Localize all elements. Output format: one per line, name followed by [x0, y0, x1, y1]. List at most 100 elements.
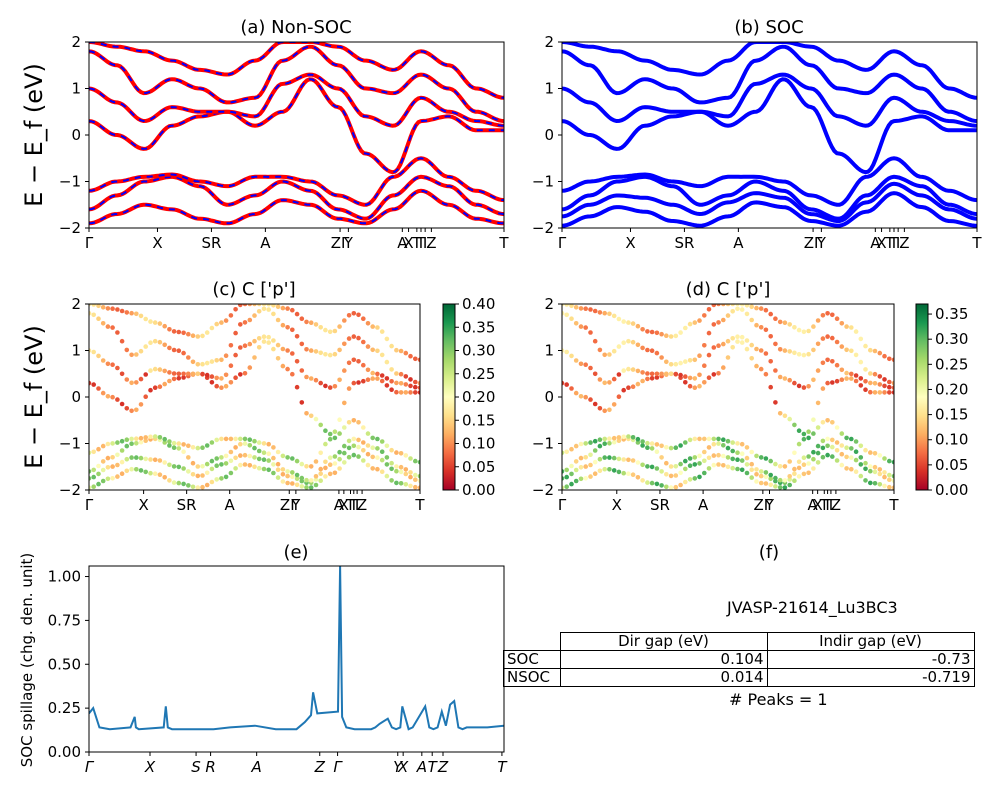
scatter-point — [238, 322, 243, 327]
x-tick-label: A — [251, 758, 262, 776]
scatter-point — [683, 458, 688, 464]
scatter-point — [356, 335, 361, 341]
scatter-point — [91, 382, 96, 387]
scatter-point — [379, 352, 385, 358]
scatter-point — [219, 455, 224, 460]
scatter-point — [327, 431, 333, 437]
scatter-point — [687, 477, 693, 482]
plot-frame — [561, 41, 978, 229]
scatter-point — [839, 443, 845, 448]
scatter-point — [839, 462, 845, 468]
scatter-point — [304, 485, 309, 490]
scatter-point — [891, 390, 894, 395]
scatter-point — [96, 316, 101, 322]
scatter-point — [119, 448, 125, 453]
scatter-point — [583, 476, 588, 481]
colorbar-tick-label: 0.00 — [462, 481, 495, 499]
scatter-point — [607, 436, 612, 442]
scatter-point — [351, 443, 357, 449]
scatter-point — [171, 371, 177, 376]
scatter-point — [562, 380, 565, 386]
scatter-point — [649, 480, 655, 486]
scatter-point — [275, 356, 281, 361]
scatter-point — [806, 384, 811, 389]
scatter-point — [607, 441, 612, 446]
scatter-point — [162, 440, 167, 445]
scatter-point — [134, 352, 139, 357]
scatter-point — [640, 443, 645, 448]
scatter-point — [318, 478, 324, 484]
scatter-point — [100, 321, 106, 326]
scatter-point — [664, 371, 669, 377]
scatter-point — [702, 343, 707, 348]
scatter-point — [389, 466, 394, 472]
scatter-point — [379, 373, 385, 378]
scatter-point — [697, 318, 702, 323]
scatter-point — [294, 359, 300, 364]
scatter-point — [228, 449, 234, 455]
scatter-point — [735, 304, 740, 307]
x-tick-label: T — [348, 496, 359, 514]
scatter-point — [739, 451, 745, 457]
scatter-point — [782, 413, 788, 419]
scatter-point — [327, 436, 333, 442]
scatter-point — [564, 304, 569, 307]
scatter-point — [573, 390, 579, 396]
scatter-point — [754, 322, 759, 328]
scatter-point — [370, 347, 376, 353]
scatter-point — [186, 331, 191, 337]
scatter-point — [815, 443, 821, 449]
scatter-point — [176, 480, 182, 486]
scatter-point — [327, 455, 333, 461]
scatter-point — [129, 441, 134, 447]
scatter-point — [96, 463, 101, 469]
x-tick-label: Γ — [558, 234, 567, 252]
scatter-point — [238, 462, 243, 468]
scatter-point — [706, 330, 712, 336]
scatter-point — [223, 474, 229, 480]
scatter-point — [773, 316, 778, 322]
scatter-point — [129, 466, 134, 472]
scatter-point — [787, 474, 792, 479]
scatter-point — [882, 390, 887, 395]
scatter-point — [616, 456, 622, 462]
scatter-point — [673, 484, 679, 490]
scatter-point — [100, 459, 106, 464]
scatter-point — [868, 389, 873, 395]
scatter-point — [673, 473, 679, 478]
scatter-point — [830, 359, 835, 364]
band-line — [562, 77, 977, 175]
x-tick-label: I — [896, 234, 900, 252]
scatter-point — [110, 306, 115, 312]
scatter-point — [782, 348, 788, 353]
x-tick-label: X — [876, 234, 886, 252]
scatter-point — [408, 377, 413, 382]
scatter-point — [186, 355, 191, 360]
scatter-point — [796, 352, 802, 357]
scatter-point — [148, 340, 153, 346]
scatter-point — [403, 467, 409, 472]
scatter-point — [597, 310, 603, 315]
scatter-point — [716, 320, 721, 325]
scatter-point — [801, 329, 807, 335]
scatter-point — [186, 455, 191, 460]
band-line-soc-dashed — [89, 73, 504, 127]
scatter-point — [119, 459, 125, 465]
scatter-point — [891, 473, 894, 479]
scatter-point — [115, 307, 120, 312]
scatter-point — [398, 390, 404, 395]
scatter-point — [375, 466, 380, 472]
x-tick-label: A — [397, 234, 408, 252]
scatter-point — [247, 365, 253, 370]
scatter-point — [361, 362, 366, 368]
scatter-point — [171, 440, 177, 446]
scatter-point — [578, 476, 584, 482]
band-lines-b — [562, 42, 977, 228]
scatter-point — [597, 406, 603, 411]
scatter-point — [313, 416, 319, 422]
colorbar-tick-label: 0.15 — [935, 406, 968, 424]
scatter-point — [744, 311, 750, 317]
scatter-point — [403, 382, 409, 387]
scatter-point — [219, 357, 224, 363]
